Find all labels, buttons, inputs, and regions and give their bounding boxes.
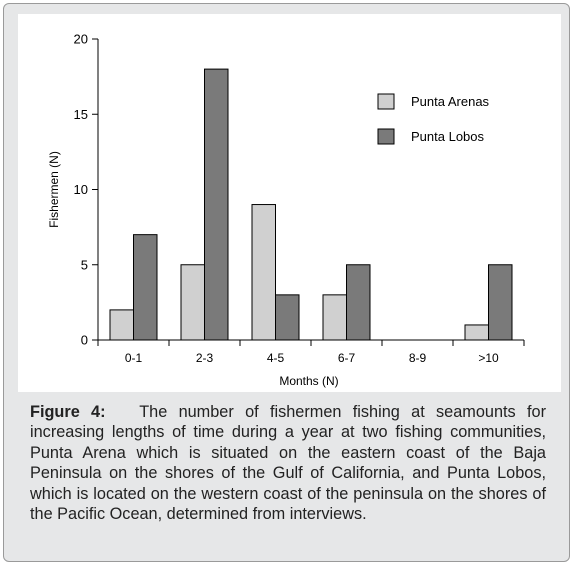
y-tick-label-4: 20: [74, 32, 88, 47]
bar-series-2-0: [133, 234, 158, 341]
x-tick-label-3: 6-7: [338, 351, 356, 365]
x-tick-label-5: >10: [478, 351, 499, 365]
bar-series-2-3: [346, 264, 371, 341]
bar-series-2-2: [275, 294, 300, 341]
bar-series-1-2: [251, 204, 276, 341]
legend-swatch-2: [377, 128, 395, 145]
bar-series-1-3: [322, 294, 347, 341]
bar-series-1-5: [464, 324, 489, 341]
bar-series-1-0: [109, 309, 134, 341]
caption-text: The number of fishermen fishing at seamo…: [30, 403, 546, 524]
legend-label-1: Punta Arenas: [411, 94, 490, 109]
x-axis-title: Months (N): [279, 374, 338, 388]
legend-label-2: Punta Lobos: [411, 129, 485, 144]
bar-series-2-1: [204, 68, 229, 341]
chart-panel: 0 5 10 15 20 0-1 2-3 4-5 6-7 8-9 >10 Months (N) Fish…: [18, 14, 561, 392]
bar-series-2-5: [488, 264, 513, 341]
bar-series-1-1: [180, 264, 205, 341]
x-tick-label-0: 0-1: [125, 351, 143, 365]
x-tick-label-1: 2-3: [196, 351, 214, 365]
figure-frame: 0 5 10 15 20 0-1 2-3 4-5 6-7 8-9 >10 Months (N) Fish…: [3, 3, 570, 562]
y-axis-title: Fishermen (N): [47, 151, 61, 228]
y-tick-label-2: 10: [74, 182, 88, 197]
figure-caption: Figure 4: The number of fishermen fishin…: [30, 402, 546, 524]
bar-chart: 0 5 10 15 20 0-1 2-3 4-5 6-7 8-9 >10 Months (N) Fish…: [47, 32, 525, 388]
y-tick-label-0: 0: [81, 333, 88, 348]
y-tick-label-1: 5: [81, 257, 88, 272]
caption-label: Figure 4:: [30, 403, 106, 421]
x-tick-label-4: 8-9: [409, 351, 427, 365]
y-tick-label-3: 15: [74, 107, 88, 122]
legend-swatch-1: [377, 93, 395, 110]
x-tick-label-2: 4-5: [267, 351, 285, 365]
